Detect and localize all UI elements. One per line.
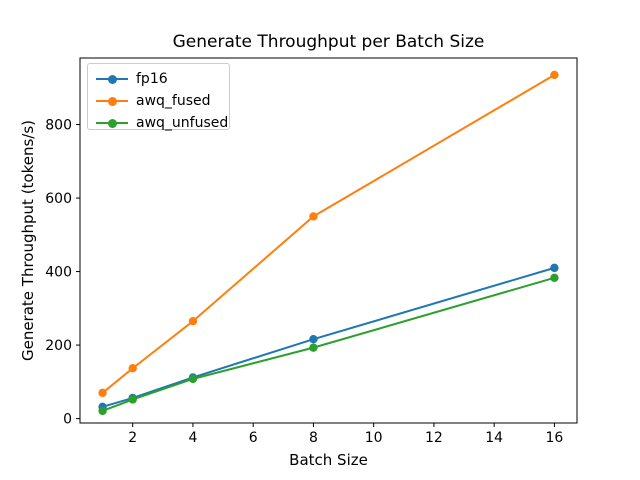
x-axis-label: Batch Size <box>289 451 368 469</box>
legend-label: fp16 <box>136 71 168 87</box>
series-marker-fp16 <box>550 263 559 273</box>
legend-line-sample <box>96 68 128 90</box>
legend-item-awq-fused: awq_fused <box>96 90 229 112</box>
y-tick-label: 400 <box>45 265 72 281</box>
legend-line-sample <box>96 112 128 134</box>
circle-marker-icon <box>108 119 117 128</box>
chart-title: Generate Throughput per Batch Size <box>172 32 485 52</box>
legend-item-awq-unfused: awq_unfused <box>96 112 229 134</box>
x-tick-label: 8 <box>309 430 318 446</box>
series-marker-awq_fused <box>309 212 318 221</box>
x-tick-label: 2 <box>128 430 137 446</box>
x-tick-label: 6 <box>249 430 258 446</box>
series-marker-awq_fused <box>550 70 559 80</box>
series-marker-awq_fused <box>128 364 137 373</box>
y-tick-label: 800 <box>45 118 72 134</box>
legend-label: awq_unfused <box>136 115 229 131</box>
series-marker-awq_unfused <box>188 374 198 384</box>
legend-line-sample <box>96 90 128 112</box>
legend: fp16 awq_fused awq_unfused <box>87 63 230 131</box>
series-marker-awq_unfused <box>128 395 137 404</box>
legend-item-fp16: fp16 <box>96 68 229 90</box>
y-axis-label: Generate Throughput (tokens/s) <box>19 119 37 362</box>
series-marker-awq_unfused <box>309 343 318 352</box>
series-marker-awq_fused <box>98 388 107 398</box>
circle-marker-icon <box>108 97 117 106</box>
x-tick-label: 16 <box>545 430 563 446</box>
y-tick-label: 600 <box>45 191 72 207</box>
y-tick-label: 0 <box>63 412 72 428</box>
legend-label: awq_fused <box>136 93 211 109</box>
circle-marker-icon <box>108 75 117 84</box>
series-marker-awq_unfused <box>98 406 107 416</box>
x-tick-label: 10 <box>365 430 383 446</box>
series-marker-awq_unfused <box>550 273 559 283</box>
x-tick-label: 4 <box>188 430 197 446</box>
x-tick-label: 14 <box>485 430 503 446</box>
series-marker-awq_fused <box>188 316 198 326</box>
y-tick-label: 200 <box>45 338 72 354</box>
plot-border <box>79 57 578 424</box>
series-marker-fp16 <box>309 334 318 344</box>
x-tick-label: 12 <box>425 430 443 446</box>
